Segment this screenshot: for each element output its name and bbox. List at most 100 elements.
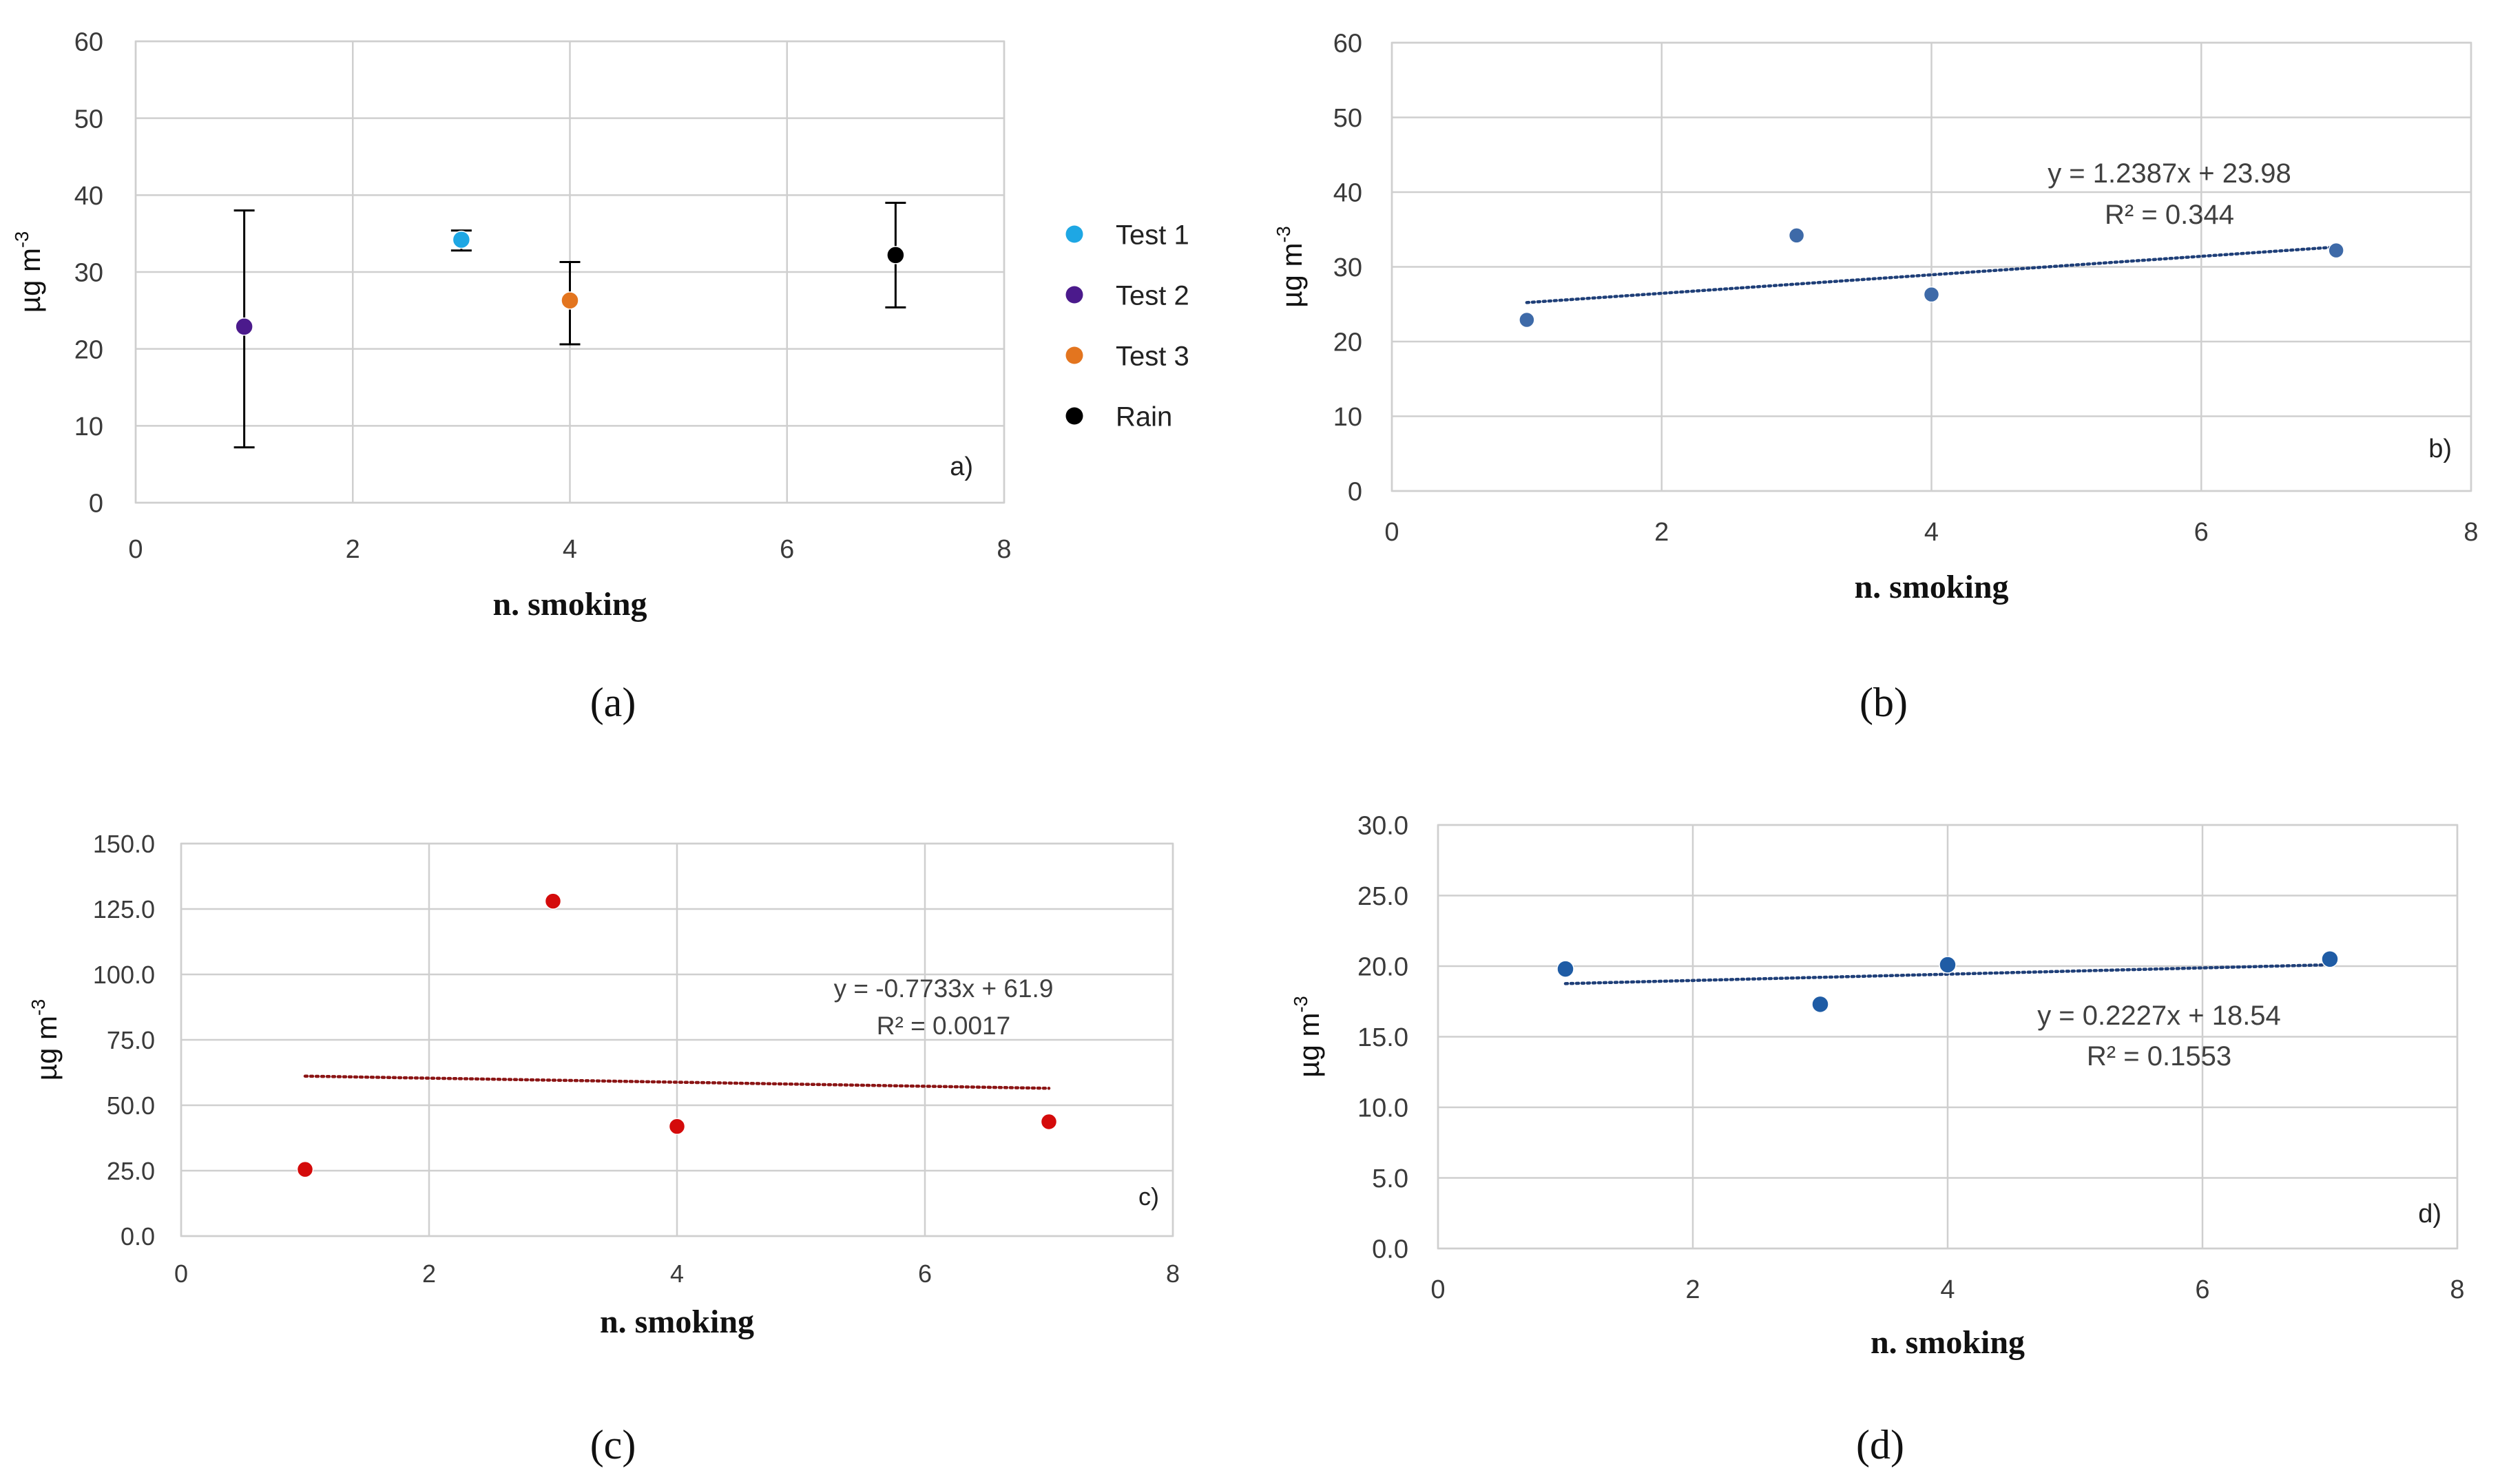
x-tick-label: 4 bbox=[1940, 1275, 1955, 1304]
x-tick-label: 2 bbox=[422, 1260, 436, 1288]
y-tick-label: 10 bbox=[74, 412, 103, 441]
legend-marker bbox=[1065, 346, 1083, 364]
trendline-equation: y = 0.2227x + 18.54 bbox=[2037, 1001, 2281, 1031]
y-axis-label-sup: -3 bbox=[28, 999, 49, 1016]
y-axis-label-base: µg m bbox=[1293, 1013, 1325, 1078]
y-axis-label-base: µg m bbox=[14, 248, 46, 313]
x-tick-label: 4 bbox=[1924, 518, 1939, 547]
trendline-r2: R² = 0.0017 bbox=[877, 1012, 1010, 1040]
x-axis-label: n. smoking bbox=[1871, 1324, 2025, 1361]
y-tick-label: 30.0 bbox=[1357, 812, 1408, 841]
y-tick-label: 25.0 bbox=[107, 1157, 155, 1185]
data-point-test-3 bbox=[561, 291, 579, 310]
trendline-r2: R² = 0.344 bbox=[2105, 200, 2234, 230]
x-tick-label: 2 bbox=[346, 535, 360, 564]
data-point bbox=[296, 1160, 314, 1178]
x-tick-label: 4 bbox=[670, 1260, 684, 1288]
panel-a: 0 2 4 6 8 0 10 20 30 40 50 60 Test 1 Test 2 Test 3 Rain… bbox=[11, 28, 1189, 725]
panel-corner-label: c) bbox=[1138, 1182, 1159, 1211]
data-point bbox=[1939, 956, 1957, 974]
y-tick-label: 125.0 bbox=[93, 895, 155, 923]
trendline bbox=[1563, 963, 2332, 985]
y-tick-label: 75.0 bbox=[107, 1026, 155, 1054]
y-axis-label-sup: -3 bbox=[11, 231, 32, 248]
y-axis-label: µg m-3 bbox=[28, 999, 63, 1081]
data-point bbox=[1040, 1113, 1058, 1131]
data-point bbox=[2321, 950, 2339, 968]
data-point-rain bbox=[886, 246, 905, 264]
x-tick-label: 8 bbox=[1166, 1260, 1180, 1288]
x-axis-label: n. smoking bbox=[492, 586, 647, 623]
x-tick-label: 6 bbox=[918, 1260, 932, 1288]
legend-label: Rain bbox=[1116, 401, 1172, 432]
y-tick-label: 60 bbox=[1333, 30, 1362, 59]
x-tick-label: 8 bbox=[2450, 1275, 2464, 1304]
y-axis-label: µg m-3 bbox=[1273, 226, 1308, 308]
trendline bbox=[1525, 245, 2338, 304]
panel-c: 0 2 4 6 8 0.0 25.0 50.0 75.0 100.0 125.0 150.0 y = -… bbox=[28, 830, 1180, 1467]
y-axis-label: µg m-3 bbox=[1290, 996, 1325, 1078]
panel-corner-label: a) bbox=[950, 452, 973, 481]
y-tick-label: 25.0 bbox=[1357, 882, 1408, 911]
y-tick-label: 50.0 bbox=[107, 1091, 155, 1120]
y-tick-label: 30 bbox=[74, 259, 103, 288]
panel-caption: (b) bbox=[1860, 680, 1908, 725]
panel-caption: (d) bbox=[1856, 1422, 1904, 1467]
x-tick-label: 8 bbox=[2463, 518, 2478, 547]
y-axis-label-base: µg m bbox=[1275, 243, 1308, 308]
trendline bbox=[303, 1074, 1051, 1090]
y-axis-label-base: µg m bbox=[30, 1016, 63, 1080]
legend-marker bbox=[1065, 407, 1083, 425]
x-tick-label: 0 bbox=[128, 535, 143, 564]
x-axis-label: n. smoking bbox=[600, 1304, 754, 1340]
x-tick-label: 6 bbox=[780, 535, 794, 564]
y-tick-label: 0 bbox=[1348, 478, 1362, 507]
y-tick-label: 20.0 bbox=[1357, 953, 1408, 982]
legend-label: Test 2 bbox=[1116, 280, 1189, 311]
data-point-test-2 bbox=[235, 317, 253, 336]
panel-d: 0 2 4 6 8 0.0 5.0 10.0 15.0 20.0 25.0 30.0 y = 0.222… bbox=[1290, 812, 2464, 1467]
x-tick-label: 6 bbox=[2195, 1275, 2209, 1304]
y-tick-label: 10 bbox=[1333, 403, 1362, 432]
legend-label: Test 3 bbox=[1116, 341, 1189, 371]
y-tick-label: 40 bbox=[1333, 179, 1362, 208]
data-point bbox=[1556, 960, 1574, 978]
y-tick-label: 100.0 bbox=[93, 961, 155, 989]
y-tick-label: 150.0 bbox=[93, 830, 155, 858]
data-point bbox=[1923, 286, 1940, 303]
x-tick-label: 8 bbox=[997, 535, 1011, 564]
data-point bbox=[1811, 995, 1829, 1014]
panel-corner-label: d) bbox=[2418, 1200, 2441, 1229]
legend-marker bbox=[1065, 286, 1083, 304]
y-tick-label: 20 bbox=[74, 335, 103, 364]
y-tick-label: 0.0 bbox=[121, 1222, 155, 1251]
trendline-r2: R² = 0.1553 bbox=[2087, 1041, 2231, 1072]
y-tick-label: 50 bbox=[74, 105, 103, 134]
y-tick-label: 20 bbox=[1333, 328, 1362, 357]
y-tick-label: 0.0 bbox=[1372, 1235, 1408, 1264]
y-tick-label: 5.0 bbox=[1372, 1164, 1408, 1193]
data-point-test-1 bbox=[452, 230, 471, 249]
y-tick-label: 0 bbox=[89, 490, 103, 519]
legend-label: Test 1 bbox=[1116, 220, 1189, 250]
y-axis-label: µg m-3 bbox=[11, 231, 46, 313]
data-point bbox=[2328, 242, 2344, 259]
panel-corner-label: b) bbox=[2428, 435, 2452, 463]
y-tick-label: 60 bbox=[74, 28, 103, 57]
x-tick-label: 0 bbox=[1430, 1275, 1445, 1304]
data-point bbox=[1519, 311, 1535, 328]
x-tick-label: 2 bbox=[1685, 1275, 1700, 1304]
y-axis-label-sup: -3 bbox=[1290, 996, 1311, 1012]
y-tick-label: 10.0 bbox=[1357, 1094, 1408, 1123]
panel-caption: (c) bbox=[590, 1422, 636, 1467]
panel-caption: (a) bbox=[590, 680, 636, 725]
trendline-equation: y = -0.7733x + 61.9 bbox=[834, 974, 1054, 1003]
x-tick-label: 0 bbox=[174, 1260, 188, 1288]
legend-marker bbox=[1065, 225, 1083, 243]
y-tick-label: 40 bbox=[74, 182, 103, 211]
trendline-equation: y = 1.2387x + 23.98 bbox=[2048, 158, 2291, 189]
data-point bbox=[544, 892, 562, 910]
x-tick-label: 4 bbox=[563, 535, 577, 564]
data-point bbox=[1788, 227, 1805, 244]
